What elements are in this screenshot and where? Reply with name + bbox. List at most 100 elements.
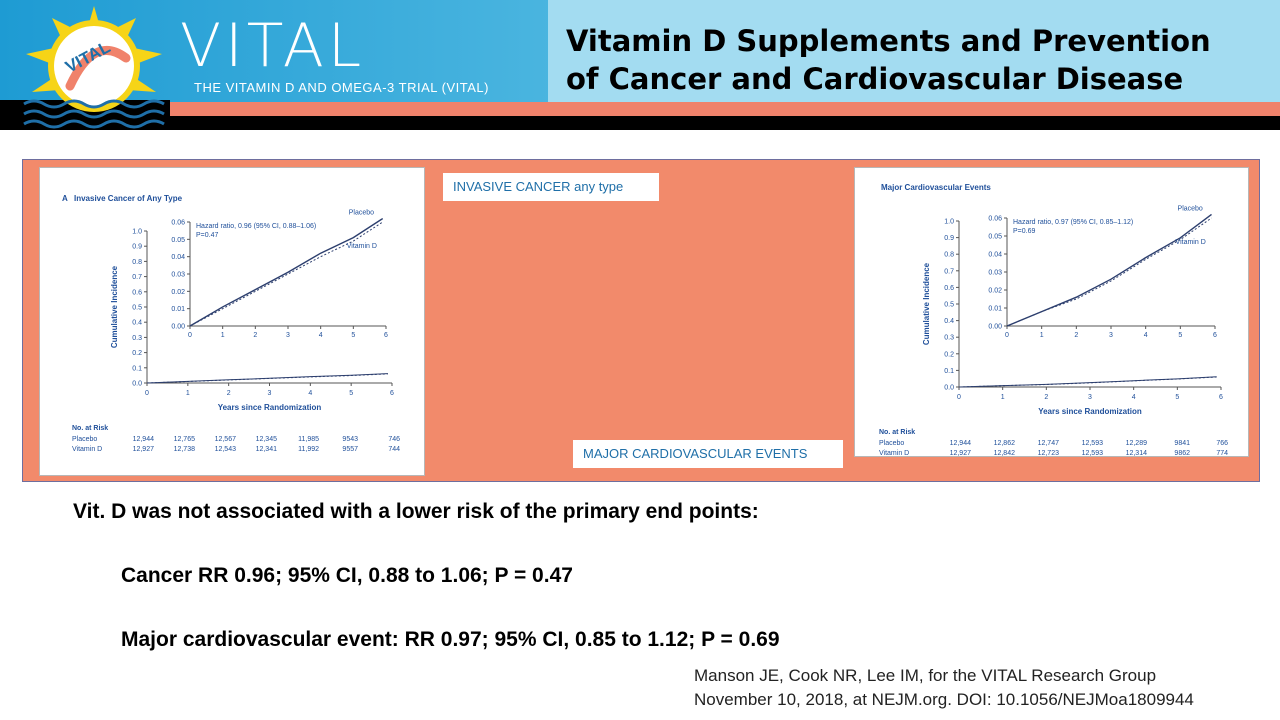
y-tick-label: 1.0 bbox=[944, 219, 954, 226]
y-tick-label: 0.3 bbox=[132, 335, 142, 342]
x-tick-label: 5 bbox=[349, 390, 353, 397]
y-tick-label: 0.0 bbox=[944, 385, 954, 392]
at-risk-value: 12,927 bbox=[950, 450, 972, 457]
y-tick-label: 0.1 bbox=[132, 365, 142, 372]
summary-heading: Vit. D was not associated with a lower r… bbox=[73, 500, 759, 523]
y-tick-label: 0.3 bbox=[944, 335, 954, 342]
p-value-annotation: P=0.69 bbox=[1013, 228, 1035, 235]
at-risk-value: 12,314 bbox=[1126, 450, 1148, 457]
inset-x-tick-label: 0 bbox=[188, 332, 192, 339]
y-tick-label: 0.6 bbox=[132, 289, 142, 296]
at-risk-value: 11,992 bbox=[298, 446, 319, 453]
y-tick-label: 0.4 bbox=[944, 318, 954, 325]
inset-x-tick-label: 1 bbox=[1040, 332, 1044, 339]
cancer-incidence-chart: A Invasive Cancer of Any Type 0.0 0.1 0.2 0.3… bbox=[62, 194, 400, 453]
at-risk-value: 774 bbox=[1216, 450, 1228, 457]
inset-x-tick-label: 2 bbox=[253, 332, 257, 339]
y-axis-label: Cumulative Incidence bbox=[922, 262, 931, 345]
series-line-main bbox=[958, 376, 1217, 388]
inset-y-tick-label: 0.00 bbox=[171, 324, 185, 331]
at-risk-value: 12,944 bbox=[133, 436, 155, 443]
x-tick-label: 2 bbox=[1044, 394, 1048, 401]
header-divider bbox=[0, 116, 1280, 130]
y-tick-label: 0.6 bbox=[944, 285, 954, 292]
y-tick-label: 0.2 bbox=[944, 351, 954, 358]
inset-y-tick-label: 0.03 bbox=[988, 270, 1002, 277]
x-tick-label: 2 bbox=[227, 390, 231, 397]
at-risk-value: 9543 bbox=[342, 436, 358, 443]
hazard-ratio-annotation: Hazard ratio, 0.96 (95% CI, 0.88–1.06) bbox=[196, 223, 316, 230]
x-axis-label: Years since Randomization bbox=[1038, 407, 1142, 416]
inset-y-tick-label: 0.06 bbox=[171, 220, 185, 227]
x-tick-label: 3 bbox=[1088, 394, 1092, 401]
inset-y-tick-label: 0.06 bbox=[988, 216, 1002, 223]
inset-y-tick-label: 0.02 bbox=[171, 289, 185, 296]
title-box bbox=[548, 0, 1280, 104]
at-risk-value: 746 bbox=[388, 436, 400, 443]
series-label: Placebo bbox=[349, 210, 374, 217]
citation-line-2: November 10, 2018, at NEJM.org. DOI: 10.… bbox=[694, 690, 1194, 709]
at-risk-row-label: Vitamin D bbox=[879, 450, 909, 457]
inset-y-tick-label: 0.05 bbox=[988, 234, 1002, 241]
x-tick-label: 1 bbox=[186, 390, 190, 397]
x-tick-label: 0 bbox=[957, 394, 961, 401]
at-risk-value: 12,738 bbox=[174, 446, 196, 453]
inset-x-tick-label: 0 bbox=[1005, 332, 1009, 339]
citation: Manson JE, Cook NR, Lee IM, for the VITA… bbox=[694, 664, 1194, 712]
at-risk-value: 12,345 bbox=[256, 436, 278, 443]
waves-icon bbox=[23, 99, 165, 129]
inset-x-tick-label: 2 bbox=[1074, 332, 1078, 339]
header-accent-band bbox=[170, 102, 1280, 116]
inset-y-tick-label: 0.03 bbox=[171, 272, 185, 279]
inset-x-tick-label: 4 bbox=[1144, 332, 1148, 339]
y-tick-label: 0.2 bbox=[132, 350, 142, 357]
at-risk-value: 11,985 bbox=[298, 436, 319, 443]
brand-name: VITAL bbox=[180, 11, 366, 81]
fish-icon bbox=[65, 45, 131, 91]
at-risk-value: 12,289 bbox=[1126, 440, 1148, 447]
vital-sun-logo: VITAL bbox=[23, 6, 165, 129]
y-axis-label: Cumulative Incidence bbox=[110, 265, 119, 348]
y-tick-label: 0.7 bbox=[944, 268, 954, 275]
at-risk-value: 12,862 bbox=[994, 440, 1016, 447]
at-risk-value: 12,944 bbox=[950, 440, 972, 447]
hazard-ratio-annotation: Hazard ratio, 0.97 (95% CI, 0.85–1.12) bbox=[1013, 219, 1133, 226]
x-axis-label: Years since Randomization bbox=[218, 403, 322, 412]
summary-cancer-result: Cancer RR 0.96; 95% CI, 0.88 to 1.06; P … bbox=[121, 564, 573, 587]
cardio-incidence-chart: Major Cardiovascular Events 0.0 0.1 0.2 0.3 0… bbox=[879, 183, 1228, 457]
p-value-annotation: P=0.47 bbox=[196, 232, 218, 239]
inset-x-tick-label: 6 bbox=[384, 332, 388, 339]
series-label: Vitamin D bbox=[347, 243, 377, 250]
at-risk-value: 12,747 bbox=[1038, 440, 1060, 447]
at-risk-value: 744 bbox=[388, 446, 400, 453]
inset-x-tick-label: 1 bbox=[221, 332, 225, 339]
inset-x-tick-label: 6 bbox=[1213, 332, 1217, 339]
inset-y-tick-label: 0.00 bbox=[988, 324, 1002, 331]
cancer-chart-card: A Invasive Cancer of Any Type 0.0 0.1 0.2 0.3… bbox=[39, 167, 425, 476]
at-risk-heading: No. at Risk bbox=[879, 429, 915, 436]
inset-x-tick-label: 3 bbox=[286, 332, 290, 339]
chart-title: Major Cardiovascular Events bbox=[881, 183, 991, 192]
chart-panel-letter: A bbox=[62, 194, 68, 203]
inset-x-tick-label: 5 bbox=[1178, 332, 1182, 339]
y-tick-label: 0.9 bbox=[944, 235, 954, 242]
inset-y-tick-label: 0.01 bbox=[988, 306, 1002, 313]
citation-line-1: Manson JE, Cook NR, Lee IM, for the VITA… bbox=[694, 666, 1157, 685]
series-line-inset bbox=[189, 221, 384, 327]
at-risk-value: 12,341 bbox=[256, 446, 278, 453]
slide-header: VITAL VITAL THE VITAMIN D AND OMEGA-3 TR… bbox=[0, 0, 1280, 130]
slide-title-line-1: Vitamin D Supplements and Prevention bbox=[566, 24, 1211, 58]
at-risk-value: 12,567 bbox=[215, 436, 237, 443]
slide-title: Vitamin D Supplements and Prevention of … bbox=[566, 22, 1266, 98]
y-tick-label: 0.8 bbox=[944, 252, 954, 259]
at-risk-value: 12,927 bbox=[133, 446, 155, 453]
y-tick-label: 1.0 bbox=[132, 229, 142, 236]
y-tick-label: 0.5 bbox=[944, 302, 954, 309]
at-risk-value: 12,842 bbox=[994, 450, 1016, 457]
y-tick-label: 0.1 bbox=[944, 368, 954, 375]
series-label: Placebo bbox=[1178, 205, 1203, 212]
at-risk-row-label: Placebo bbox=[879, 440, 904, 447]
series-line-inset bbox=[1006, 217, 1212, 327]
x-tick-label: 5 bbox=[1175, 394, 1179, 401]
brand-subtitle: THE VITAMIN D AND OMEGA-3 TRIAL (VITAL) bbox=[194, 80, 489, 95]
